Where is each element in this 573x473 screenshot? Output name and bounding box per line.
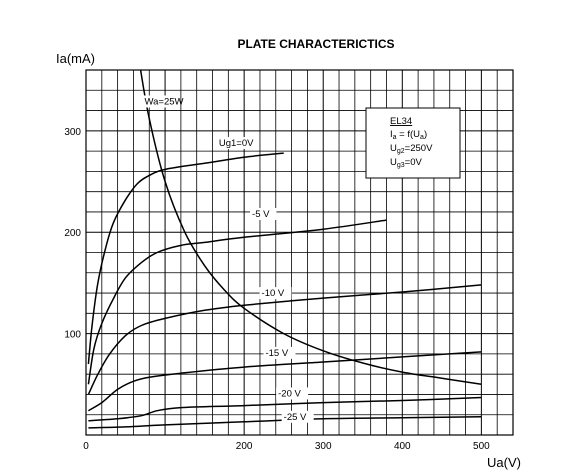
curve-label: -10 V	[262, 288, 285, 299]
legend-line-ug2: Ug2=250V	[390, 143, 433, 155]
curve-label-bg	[276, 387, 309, 400]
curve-label: -15 V	[265, 348, 288, 359]
legend-line-function: Ia = f(Ua)	[390, 129, 427, 141]
tube-name: EL34	[390, 116, 412, 127]
curve-label-bg	[142, 95, 181, 108]
curve-label: Wa=25W	[145, 96, 184, 107]
y-axis-label: Ia(mA)	[56, 51, 95, 66]
grid	[85, 69, 514, 436]
plate-curve	[87, 152, 284, 365]
y-tick-label: 200	[64, 228, 81, 239]
x-axis-label: Ua(V)	[487, 455, 521, 470]
legend-box: EL34 Ia = f(Ua) Ug2=250V Ug3=0V	[365, 107, 461, 179]
chart-title: PLATE CHARACTERICTICS	[237, 37, 394, 51]
plate-curve	[87, 219, 387, 385]
plate-curve	[87, 284, 482, 395]
curve-label: Ug1=0V	[219, 138, 254, 149]
legend-line-ug3: Ug3=0V	[390, 157, 423, 169]
x-tick-label: 500	[473, 441, 490, 452]
plate-curve	[88, 396, 482, 422]
plate-curve	[88, 416, 482, 429]
x-tick-label: 0	[83, 441, 89, 452]
curve-label: -5 V	[252, 209, 270, 220]
plate-curve	[87, 351, 482, 412]
max-dissipation-curve	[139, 69, 482, 386]
x-tick-label: 400	[394, 441, 411, 452]
legend-box-frame	[365, 107, 461, 179]
curve-label: -25 V	[284, 412, 307, 423]
y-tick-label: 300	[64, 127, 81, 138]
curve-label-bg	[259, 287, 292, 300]
curve-label: -20 V	[278, 388, 301, 399]
curve-label-bg	[281, 410, 314, 423]
curves	[87, 69, 482, 429]
tick-labels: 0 200 300 400 500 100 200 300	[64, 127, 490, 452]
x-tick-label: 300	[315, 441, 332, 452]
y-tick-label: 100	[64, 330, 81, 341]
curve-label-bg	[216, 137, 255, 150]
plot-frame	[85, 69, 514, 436]
curve-label-bg	[263, 346, 296, 359]
curve-label-bg	[250, 208, 277, 221]
x-tick-label: 200	[236, 441, 253, 452]
curve-labels: Ug1=0V -5 V -10 V -15 V -20 V -25 V Wa=25W	[142, 95, 314, 423]
